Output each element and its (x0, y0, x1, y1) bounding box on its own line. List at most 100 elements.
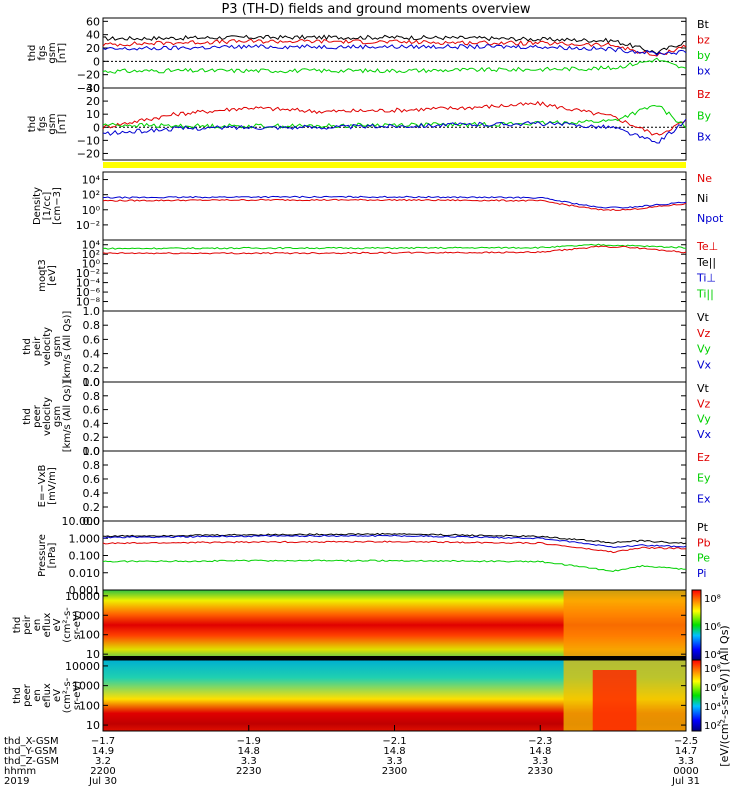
x-tick-label-x_gsm: −2.3 (528, 736, 552, 747)
legend-entry: Ne (697, 172, 712, 185)
x-tick-label-x_gsm: −1.7 (91, 736, 115, 747)
y-tick-label: 10.000 (62, 515, 101, 528)
y-axis-label: thdpeervelocitygsm[km/s (All Qs)] (22, 381, 73, 453)
y-axis-label-line: [km/s (All Qs)] (62, 381, 73, 453)
y-axis-label-line: [nT] (57, 43, 68, 63)
x-tick-label-z_gsm: 3.3 (678, 756, 694, 767)
y-tick-label: 10² (82, 189, 100, 202)
series-line-Bz (102, 100, 687, 136)
y-axis-label-line: thd (27, 116, 38, 133)
y-tick-label: 60 (86, 15, 100, 28)
legend-entry: Ni (697, 192, 708, 205)
y-axis-label: moqt3[eV] (37, 259, 58, 292)
x-tick-label-hhmm: 2230 (236, 766, 261, 777)
x-tick-label-x_gsm: −1.9 (237, 736, 261, 747)
y-axis-label-line: [1/cc] (42, 192, 53, 221)
y-tick-label: 10000 (65, 660, 100, 673)
ephemeris-row-label: thd_Z-GSM (4, 756, 59, 767)
x-tick-label-y_gsm: 14.8 (529, 746, 551, 757)
y-axis-label-line: [mV/m] (47, 467, 58, 505)
legend-entry: bx (697, 65, 711, 78)
panel-frame (102, 87, 687, 161)
legend-entry: Pt (697, 521, 709, 534)
legend-entry: Vz (697, 327, 711, 340)
x-tick-label-x_gsm: −2.1 (382, 736, 406, 747)
legend-entry: by (697, 49, 711, 62)
panel-frame (102, 17, 687, 89)
y-tick-label: 10⁰ (82, 204, 101, 217)
y-axis-label-line: sr-eV) (72, 610, 83, 639)
y-tick-label: 10⁻⁸ (76, 296, 101, 309)
y-tick-label: −20 (77, 147, 100, 160)
spectrogram-region (592, 670, 637, 731)
series-line-by (102, 57, 687, 74)
y-tick-label: 0.6 (83, 333, 101, 346)
x-tick-label-hhmm: 2330 (528, 766, 553, 777)
y-axis-label: thdfgsgsm[nT] (27, 113, 68, 134)
y-axis-label-line: eflux (42, 683, 53, 708)
colorbar: 10⁸ 10⁶ 10⁴ (691, 589, 721, 661)
y-tick-label: 10⁻² (76, 267, 100, 280)
colorbar: 10⁸ 10⁶ 10⁴ 10² (691, 659, 721, 732)
legend-entry: Bx (697, 131, 712, 144)
spectrogram-region (563, 590, 686, 660)
y-tick-label: 10000 (65, 590, 100, 603)
colorbar-tick: 10⁸ (704, 664, 721, 675)
y-axis-label-line: Pressure (37, 534, 48, 577)
y-axis-label-line: [nPa] (47, 542, 58, 568)
x-tick-label-y_gsm: 14.9 (92, 746, 114, 757)
y-axis-label: thdpeerenefluxeV(cm²-s-sr-eV) (12, 677, 83, 713)
y-axis-label-line: fgs (37, 45, 48, 60)
legend-entry: Vx (697, 428, 712, 441)
panels: 6040200−20−40thdfgsgsm[nT]Btbzbybx302010… (12, 15, 731, 766)
y-tick-label: 0.4 (83, 417, 101, 430)
y-axis-label-line: moqt3 (37, 259, 48, 292)
y-tick-label: −10 (77, 134, 100, 147)
colorbar-tick: 10⁶ (704, 683, 721, 694)
y-axis-label: Density[1/cc][cm−3] (32, 187, 63, 225)
panel-frame (102, 239, 687, 312)
y-tick-label: 10⁻⁴ (76, 277, 101, 290)
legend-entry: Npot (697, 212, 724, 225)
y-axis-label-line: gsm (52, 336, 63, 357)
legend-entry: Bt (697, 18, 710, 31)
y-tick-label: 1.000 (69, 532, 101, 545)
legend-entry: Te⊥ (696, 240, 718, 253)
y-axis-label-line: [km/s (All Qs)] (62, 311, 73, 383)
panel-peer_en_eflux: 10000100010010thdpeerenefluxeV(cm²-s-sr-… (12, 659, 721, 732)
legend-entry: Vt (697, 311, 710, 324)
y-tick-label: 20 (86, 95, 100, 108)
y-axis-label: thdpeirenefluxeV(cm²-s-sr-eV) (12, 607, 83, 643)
panel-frame (102, 310, 687, 383)
y-tick-label: 1000 (72, 680, 100, 693)
legend-entry: Vt (697, 382, 710, 395)
y-axis-label-line: velocity (42, 327, 53, 366)
y-tick-label: 0.4 (83, 348, 101, 361)
series-line-Te⊥ (102, 245, 687, 255)
y-axis-label-line: thd (12, 617, 23, 634)
y-tick-label: 1.0 (83, 305, 101, 318)
y-axis-label-line: [eV] (47, 265, 58, 286)
series-line-Bt (102, 34, 687, 55)
colorbar-strip (691, 659, 702, 732)
y-tick-label: 0.0 (83, 445, 101, 458)
legend-entry: Ti|| (696, 287, 714, 300)
y-tick-label: 10² (82, 248, 100, 261)
y-axis-label: thdfgsgsm[nT] (27, 42, 68, 63)
y-tick-label: 1000 (72, 609, 100, 622)
y-tick-label: 10⁻⁶ (76, 286, 101, 299)
x-tick-label-y_gsm: 14.7 (675, 746, 697, 757)
colorbar-tick: 10⁴ (704, 702, 721, 713)
legend-entry: Te|| (696, 256, 716, 269)
x-tick-label-x_gsm: −2.5 (674, 736, 698, 747)
legend-entry: Vz (697, 397, 711, 410)
series-line-Pb (102, 540, 687, 554)
y-tick-label: 0.4 (83, 487, 101, 500)
legend-entry: Vy (697, 343, 711, 356)
x-tick-label-z_gsm: 3.2 (95, 756, 111, 767)
series-line-Bx (102, 118, 687, 144)
